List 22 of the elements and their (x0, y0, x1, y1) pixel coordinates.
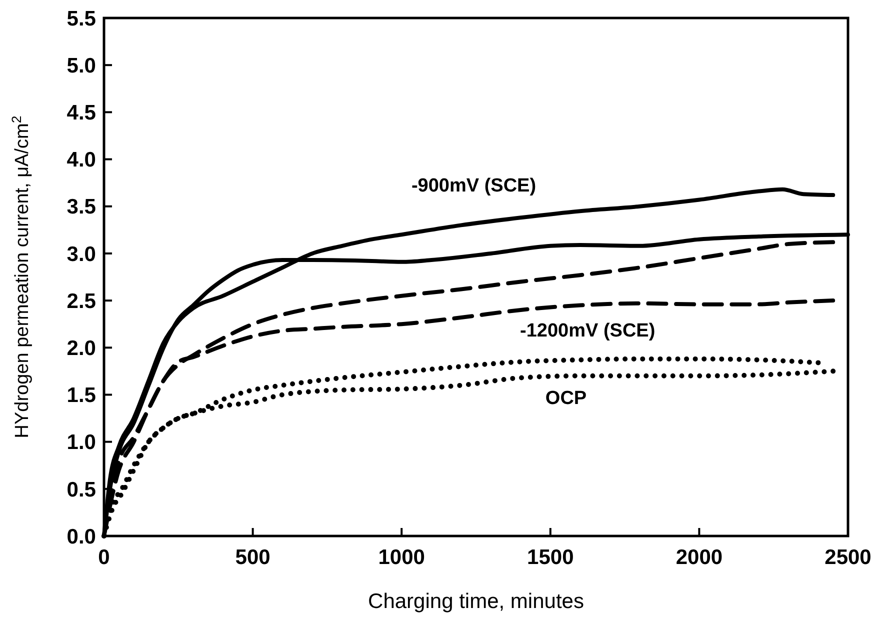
y-tick-label: 0.5 (66, 478, 96, 502)
y-tick-label: 3.5 (66, 196, 96, 219)
y-tick-label: 1.0 (66, 431, 96, 454)
x-tick-label: 2000 (676, 546, 723, 569)
y-tick-label: 2.0 (66, 336, 96, 360)
y-tick-label: 5.0 (66, 54, 96, 78)
x-tick-label: 2500 (824, 546, 872, 569)
y-tick-label: 4.0 (66, 148, 96, 172)
x-axis-title: Charging time, minutes (368, 590, 584, 613)
x-tick-label: 500 (235, 546, 270, 569)
y-tick-label: 1.5 (66, 384, 96, 408)
x-tick-label: 0 (98, 546, 110, 569)
x-tick-label: 1500 (527, 546, 574, 569)
annotation: -1200mV (SCE) (520, 320, 656, 342)
y-tick-label: 5.5 (66, 7, 96, 30)
y-tick-label: 0.0 (66, 525, 96, 548)
y-tick-label: 3.0 (66, 242, 96, 266)
annotation: OCP (545, 388, 587, 409)
annotation: -900mV (SCE) (411, 175, 536, 196)
y-tick-label: 2.5 (66, 290, 96, 313)
x-tick-label: 1000 (378, 546, 425, 569)
y-tick-label: 4.5 (66, 102, 96, 125)
